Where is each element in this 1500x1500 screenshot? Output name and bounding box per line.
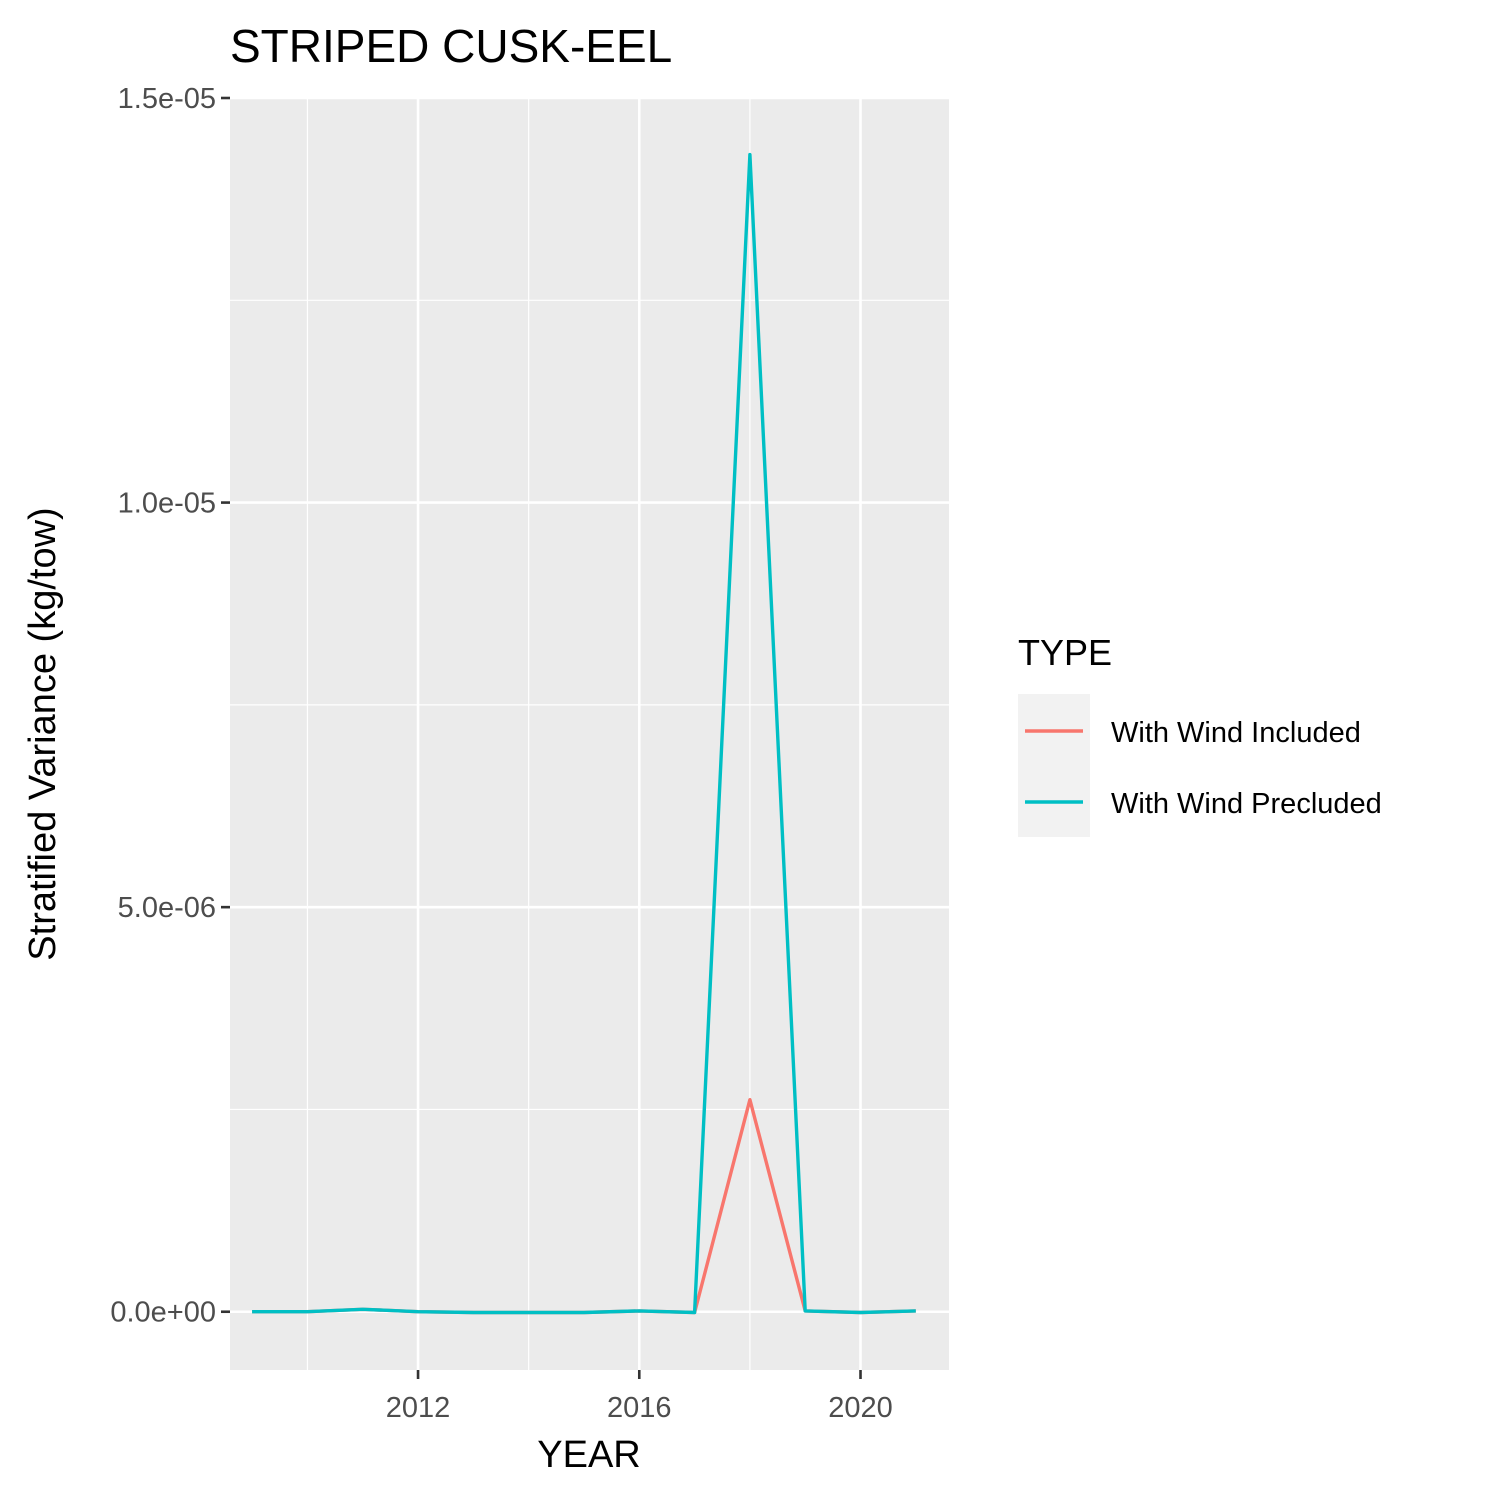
chart-title: STRIPED CUSK-EEL [230,20,672,72]
x-tick-label: 2020 [828,1392,893,1424]
grid-lines [230,96,949,1370]
x-tick-label: 2016 [607,1392,672,1424]
y-tick-label: 1.0e-05 [118,488,216,520]
x-tick-label: 2012 [386,1392,451,1424]
y-tick-label: 5.0e-06 [118,892,216,924]
x-axis-title: YEAR [537,1434,640,1476]
plot-panel [230,98,949,1370]
legend-label-with-wind-included: With Wind Included [1111,717,1361,749]
legend-label-with-wind-precluded: With Wind Precluded [1111,788,1382,820]
series-line-with-wind-precluded [252,152,916,1315]
legend-key-background [1018,694,1090,837]
y-axis-title: Stratified Variance (kg/tow) [22,507,64,960]
axes: 0.0e+00 5.0e-06 1.0e-05 1.5e-05 2012 2016 2020 [110,83,892,1424]
series-lines [252,152,916,1315]
legend-title: TYPE [1018,632,1112,673]
legend: TYPE With Wind Included With Wind Preclu… [1018,632,1382,837]
y-tick-label: 0.0e+00 [110,1297,216,1329]
y-tick-label: 1.5e-05 [118,83,216,115]
